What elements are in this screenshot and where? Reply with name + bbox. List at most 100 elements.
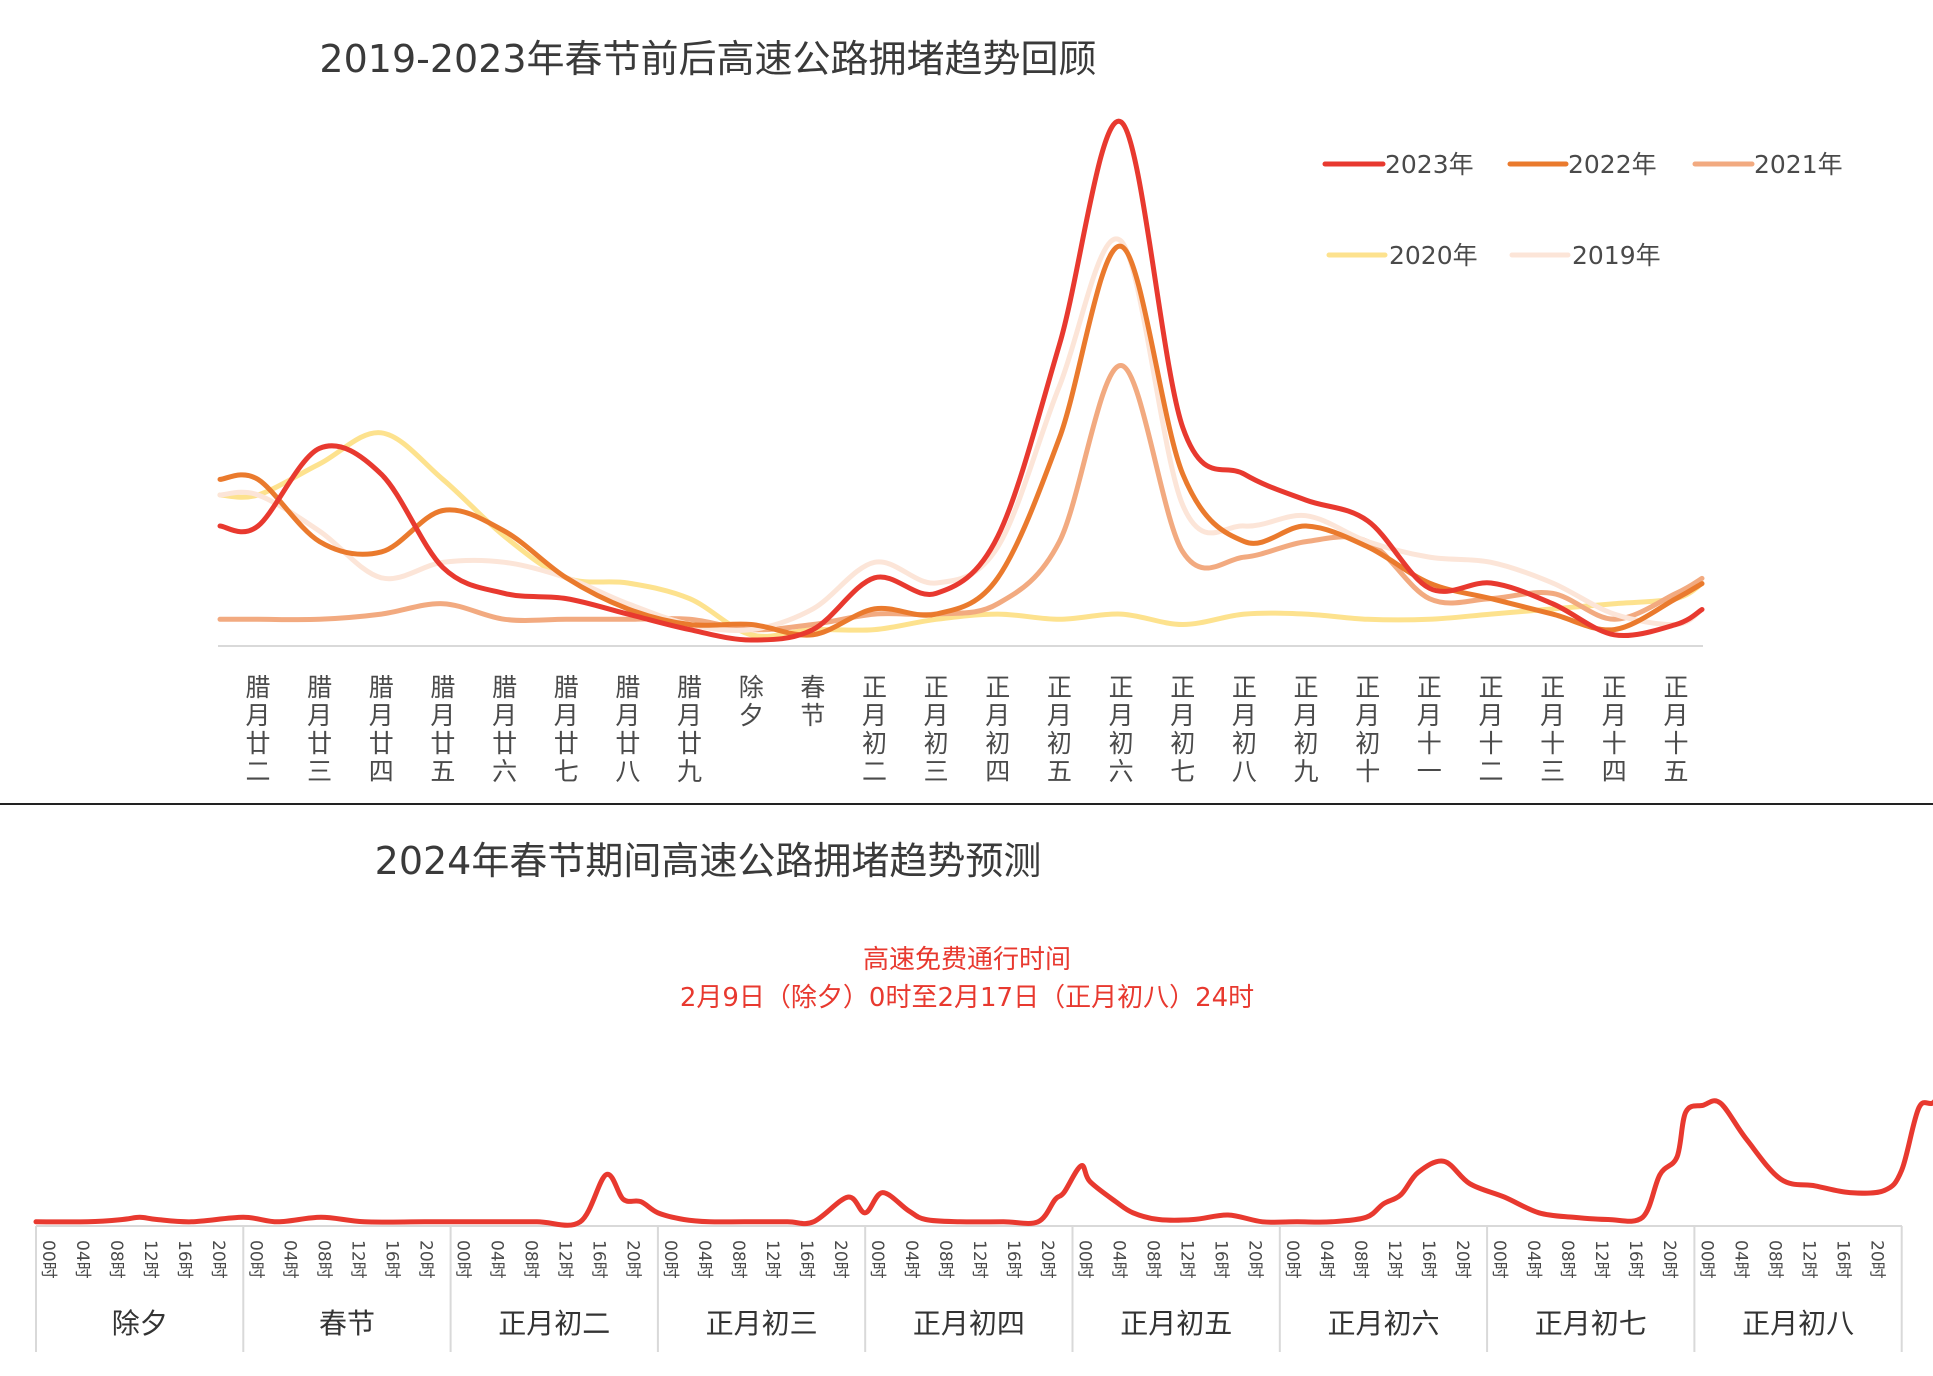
hour-tick-label: 08时 [1557, 1240, 1577, 1279]
chart2-day-separators [242, 1226, 1903, 1352]
hour-tick-label: 00时 [867, 1240, 887, 1279]
day-label: 正月初七 [1535, 1307, 1647, 1340]
hour-tick-label: 16时 [589, 1240, 609, 1279]
day-label: 正月初三 [706, 1307, 818, 1340]
series-line-2021 [217, 363, 1705, 633]
hour-tick-label: 16时 [1625, 1240, 1645, 1279]
x-tick-label: 正月初十 [1355, 673, 1380, 786]
hour-tick-label: 20时 [1037, 1240, 1057, 1279]
legend-item-2023: 2023年 [1322, 150, 1474, 179]
x-tick-label: 正月初六 [1109, 673, 1134, 786]
x-tick-label: 除夕 [739, 673, 764, 730]
legend-label-2019: 2019年 [1572, 241, 1661, 270]
hour-tick-label: 16时 [174, 1240, 194, 1279]
chart1-legend: 2023年 2022年 2021年 2020年 2019年 [1322, 150, 1843, 270]
x-tick-label: 正月初二 [862, 673, 887, 786]
hour-tick-label: 00时 [660, 1240, 680, 1279]
hour-tick-label: 04时 [279, 1240, 299, 1279]
legend-item-2021: 2021年 [1692, 150, 1843, 179]
hour-tick-label: 08时 [313, 1240, 333, 1279]
hour-tick-label: 20时 [1245, 1240, 1265, 1279]
chart2-title: 2024年春节期间高速公路拥堵趋势预测 [375, 839, 1042, 883]
hour-tick-label: 12时 [762, 1240, 782, 1279]
hour-tick-label: 16时 [1003, 1240, 1023, 1279]
x-tick-label: 腊月廿二 [245, 673, 270, 786]
x-tick-label: 腊月廿八 [615, 673, 640, 786]
chart2-hour-labels: 00时 04时 08时 12时 16时 20时 00时 04时 08时 12时 16时 20时 00时 0… [38, 1240, 1886, 1279]
hour-tick-label: 20时 [1452, 1240, 1472, 1279]
x-tick-label: 腊月廿四 [369, 673, 394, 786]
x-tick-label: 正月十五 [1663, 673, 1688, 786]
day-label: 春节 [319, 1307, 375, 1340]
hour-tick-label: 04时 [72, 1240, 92, 1279]
legend-label-2023: 2023年 [1385, 150, 1474, 179]
hour-tick-label: 04时 [901, 1240, 921, 1279]
hour-tick-label: 08时 [521, 1240, 541, 1279]
hour-tick-label: 08时 [1143, 1240, 1163, 1279]
x-tick-label: 腊月廿七 [554, 673, 579, 786]
hour-tick-label: 00时 [38, 1240, 58, 1279]
hour-tick-label: 12时 [347, 1240, 367, 1279]
x-tick-label: 正月十一 [1417, 673, 1442, 786]
x-tick-label: 正月初四 [985, 673, 1010, 786]
hour-tick-label: 16时 [1211, 1240, 1231, 1279]
hour-tick-label: 16时 [381, 1240, 401, 1279]
x-tick-label: 正月十二 [1478, 673, 1503, 786]
chart2-series-group [33, 1098, 1933, 1228]
x-tick-label: 腊月廿三 [307, 673, 332, 786]
hour-tick-label: 00时 [1282, 1240, 1302, 1279]
x-tick-label: 腊月廿九 [677, 673, 702, 786]
legend-item-2020: 2020年 [1326, 241, 1478, 270]
hour-tick-label: 00时 [245, 1240, 265, 1279]
legend-label-2021: 2021年 [1754, 150, 1843, 179]
hour-tick-label: 00时 [453, 1240, 473, 1279]
hour-tick-label: 16时 [796, 1240, 816, 1279]
hour-tick-label: 04时 [1109, 1240, 1129, 1279]
hour-tick-label: 20时 [415, 1240, 435, 1279]
x-tick-label: 腊月廿六 [492, 673, 517, 786]
day-label: 正月初二 [498, 1307, 610, 1340]
day-label: 正月初八 [1742, 1307, 1854, 1340]
hour-tick-label: 20时 [830, 1240, 850, 1279]
hour-tick-label: 08时 [935, 1240, 955, 1279]
legend-label-2022: 2022年 [1568, 150, 1657, 179]
legend-item-2019: 2019年 [1509, 241, 1661, 270]
free-toll-note-period: 2月9日（除夕）0时至2月17日（正月初八）24时 [680, 983, 1254, 1013]
hour-tick-label: 08时 [728, 1240, 748, 1279]
hour-tick-label: 08时 [1764, 1240, 1784, 1279]
day-label: 除夕 [112, 1307, 168, 1340]
hour-tick-label: 08时 [106, 1240, 126, 1279]
hour-tick-label: 20时 [1659, 1240, 1679, 1279]
hour-tick-label: 20时 [208, 1240, 228, 1279]
x-tick-label: 正月初九 [1293, 673, 1318, 786]
hour-tick-label: 04时 [1523, 1240, 1543, 1279]
hour-tick-label: 04时 [1316, 1240, 1336, 1279]
legend-item-2022: 2022年 [1507, 150, 1657, 179]
hour-tick-label: 12时 [969, 1240, 989, 1279]
day-label: 正月初四 [913, 1307, 1025, 1340]
x-tick-label: 正月初七 [1170, 673, 1195, 786]
hour-tick-label: 12时 [1177, 1240, 1197, 1279]
hour-tick-label: 04时 [694, 1240, 714, 1279]
day-label: 正月初六 [1327, 1307, 1439, 1340]
series-line-forecast [33, 1098, 1933, 1228]
day-label: 正月初五 [1120, 1307, 1232, 1340]
hour-tick-label: 20时 [1866, 1240, 1886, 1279]
x-tick-label: 正月初八 [1232, 673, 1257, 786]
chart1-series-group [217, 118, 1705, 643]
x-tick-label: 正月十四 [1602, 673, 1627, 786]
hour-tick-label: 00时 [1696, 1240, 1716, 1279]
hour-tick-label: 12时 [1798, 1240, 1818, 1279]
series-line-2019 [217, 236, 1705, 634]
x-tick-label: 正月十三 [1540, 673, 1565, 786]
hour-tick-label: 00时 [1075, 1240, 1095, 1279]
hour-tick-label: 08时 [1350, 1240, 1370, 1279]
hour-tick-label: 12时 [555, 1240, 575, 1279]
hour-tick-label: 04时 [487, 1240, 507, 1279]
hour-tick-label: 00时 [1489, 1240, 1509, 1279]
chart1-title: 2019-2023年春节前后高速公路拥堵趋势回顾 [319, 37, 1096, 81]
x-tick-label: 正月初五 [1047, 673, 1072, 786]
hour-tick-label: 12时 [140, 1240, 160, 1279]
